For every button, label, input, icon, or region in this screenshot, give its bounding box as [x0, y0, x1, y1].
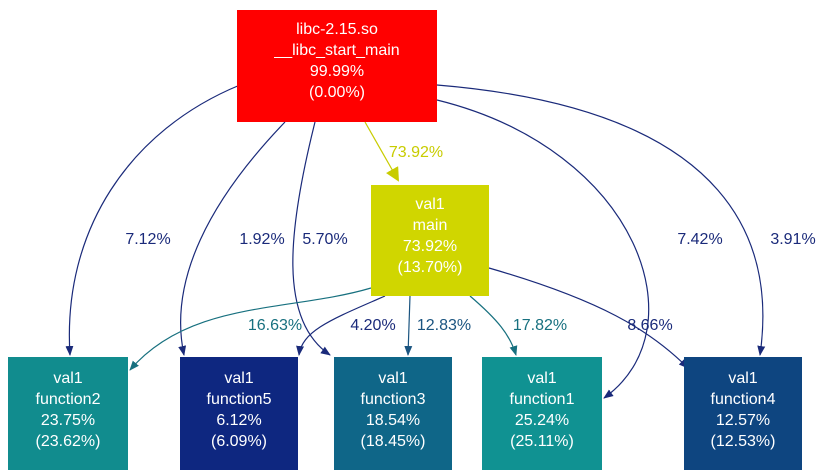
edge-label: 73.92% — [389, 144, 443, 161]
node-label: __libc_start_main — [273, 42, 399, 59]
node-label: function1 — [510, 391, 575, 408]
edge-labels: 73.92% 7.12% 1.92% 5.70% 7.42% 3.91% 16.… — [125, 144, 815, 334]
node-box — [8, 357, 128, 470]
edge-label: 16.63% — [248, 317, 302, 334]
edge — [178, 121, 286, 356]
node-label: (0.00%) — [309, 84, 365, 101]
node-label: val1 — [53, 370, 82, 387]
edge — [296, 295, 386, 356]
edge — [65, 84, 241, 356]
node-label: 99.99% — [310, 63, 364, 80]
node-label: val1 — [378, 370, 407, 387]
edge-label: 8.66% — [627, 317, 672, 334]
edge-label: 4.20% — [350, 317, 395, 334]
node-label: 73.92% — [403, 238, 457, 255]
node-texts: libc-2.15.so __libc_start_main 99.99% (0.00… — [36, 21, 776, 450]
edge — [488, 267, 689, 369]
edge-label: 5.70% — [302, 231, 347, 248]
node-label: function2 — [36, 391, 101, 408]
node-label: libc-2.15.so — [296, 21, 378, 38]
node-label: (6.09%) — [211, 433, 267, 450]
node-label: function3 — [361, 391, 426, 408]
node-label: 12.57% — [716, 412, 770, 429]
node-label: val1 — [728, 370, 757, 387]
node-label: val1 — [224, 370, 253, 387]
node-label: function4 — [711, 391, 776, 408]
edge-label: 12.83% — [417, 317, 471, 334]
node-label: 18.54% — [366, 412, 420, 429]
edge — [292, 121, 331, 356]
edge-label: 7.12% — [125, 231, 170, 248]
node-label: 6.12% — [216, 412, 261, 429]
node-box — [684, 357, 802, 470]
edge-label: 17.82% — [513, 317, 567, 334]
edge — [436, 99, 650, 399]
node-box — [482, 357, 602, 470]
edge — [129, 287, 372, 371]
node-label: (25.11%) — [510, 433, 574, 450]
edge — [364, 121, 399, 182]
node-label: 23.75% — [41, 412, 95, 429]
nodes — [8, 10, 802, 470]
node-label: val1 — [415, 196, 444, 213]
edge-label: 3.91% — [770, 231, 815, 248]
node-label: (23.62%) — [36, 433, 101, 450]
node-box — [371, 185, 489, 296]
edge — [404, 295, 413, 356]
edge — [469, 295, 518, 356]
node-box — [180, 357, 298, 470]
node-label: function5 — [207, 391, 272, 408]
node-label: (13.70%) — [398, 259, 463, 276]
node-label: main — [413, 217, 448, 234]
node-box — [334, 357, 452, 470]
node-label: (12.53%) — [711, 433, 776, 450]
edge-label: 1.92% — [239, 231, 284, 248]
edge — [436, 84, 766, 356]
node-label: 25.24% — [515, 412, 569, 429]
node-box — [237, 10, 437, 122]
edges — [65, 84, 766, 399]
edge-label: 7.42% — [677, 231, 722, 248]
node-label: val1 — [527, 370, 556, 387]
node-label: (18.45%) — [361, 433, 426, 450]
